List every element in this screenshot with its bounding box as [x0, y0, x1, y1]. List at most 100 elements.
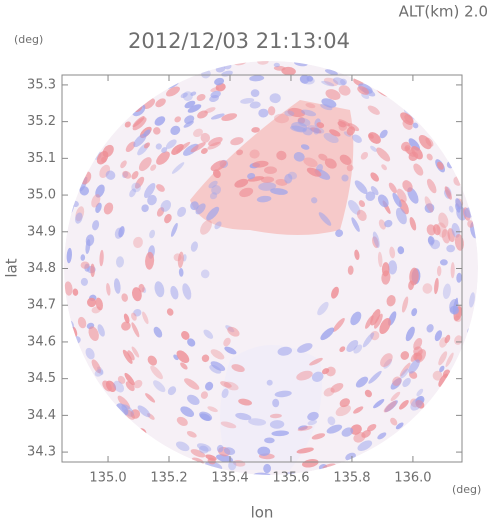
- echo-patch: [113, 278, 121, 294]
- echo-patch: [381, 164, 387, 171]
- echo-patch: [117, 375, 126, 384]
- echo-patch: [105, 170, 116, 180]
- echo-patch: [372, 231, 380, 248]
- echo-patch: [368, 132, 381, 144]
- echo-patch: [131, 182, 141, 193]
- echo-patch: [92, 220, 100, 231]
- x-tick-label: 135.2: [150, 471, 187, 486]
- echo-patch: [187, 394, 200, 406]
- echo-patch: [456, 272, 462, 283]
- echo-patch: [190, 142, 206, 153]
- echo-patch: [276, 150, 287, 161]
- echo-patch: [190, 201, 199, 211]
- echo-patch: [306, 167, 322, 177]
- echo-patch: [210, 90, 221, 99]
- echo-patch: [316, 122, 325, 129]
- echo-patch: [228, 460, 237, 471]
- echo-patch: [434, 330, 443, 342]
- radar-disc: [64, 61, 478, 475]
- echo-patch: [200, 391, 208, 399]
- echo-patch: [132, 117, 147, 131]
- echo-patch: [284, 173, 293, 184]
- echo-patch: [184, 378, 200, 390]
- echo-patch: [95, 297, 103, 311]
- echo-patch: [257, 446, 271, 457]
- echo-patch: [230, 137, 244, 146]
- chart-title: 2012/12/03 21:13:04: [128, 29, 350, 53]
- x-tick-label: 135.8: [333, 471, 370, 486]
- echo-patch: [368, 370, 382, 384]
- echo-patch: [350, 424, 362, 435]
- echo-patch: [427, 236, 435, 245]
- echo-patch: [378, 219, 386, 230]
- echo-patch: [272, 398, 280, 408]
- echo-patch: [297, 343, 313, 353]
- echo-patch: [231, 364, 245, 373]
- echo-patch: [311, 371, 324, 382]
- echo-patch: [451, 222, 461, 238]
- echo-patch: [72, 288, 79, 296]
- echo-patch: [195, 203, 206, 215]
- echo-patch: [106, 282, 111, 296]
- echo-patch: [432, 370, 443, 381]
- echo-patch: [94, 369, 104, 377]
- echo-patch: [348, 199, 361, 215]
- echo-patch: [234, 178, 249, 188]
- echo-patch: [210, 361, 226, 371]
- echo-patch: [176, 416, 188, 426]
- echo-patch: [332, 317, 345, 332]
- echo-patch: [135, 176, 145, 189]
- echo-patch: [184, 115, 195, 124]
- echo-patch: [166, 308, 174, 316]
- echo-patch: [150, 164, 157, 171]
- echo-patch: [326, 424, 343, 434]
- echo-patch: [370, 330, 380, 341]
- echo-patch: [186, 430, 197, 438]
- echo-patch: [379, 129, 388, 139]
- echo-patch: [377, 432, 387, 440]
- echo-patch: [438, 373, 449, 387]
- echo-patch: [187, 104, 202, 113]
- echo-patch: [161, 147, 168, 153]
- echo-patch: [277, 346, 293, 356]
- echo-patch: [346, 340, 359, 352]
- echo-patch: [224, 346, 237, 355]
- y-unit-label: (deg): [14, 33, 43, 46]
- echo-patch: [127, 350, 135, 361]
- echo-patch: [377, 251, 383, 268]
- echo-patch: [85, 239, 91, 255]
- echo-patch: [426, 153, 433, 161]
- echo-patch: [210, 349, 225, 360]
- echo-patch: [454, 335, 463, 345]
- echo-patch: [156, 151, 170, 165]
- echo-patch: [467, 220, 474, 228]
- echo-patch: [305, 103, 316, 109]
- echo-patch: [353, 406, 364, 414]
- echo-patch: [180, 362, 188, 370]
- echo-patch: [399, 362, 411, 377]
- radar-field: [64, 61, 478, 475]
- echo-patch: [412, 122, 419, 129]
- echo-patch: [436, 161, 444, 170]
- echo-patch: [301, 109, 317, 117]
- echo-patch: [147, 355, 157, 366]
- echo-patch: [355, 376, 369, 388]
- echo-patch: [166, 86, 180, 97]
- echo-patch: [209, 192, 218, 200]
- echo-patch: [401, 296, 409, 313]
- echo-patch: [209, 364, 222, 374]
- echo-patch: [439, 337, 448, 348]
- echo-patch: [95, 202, 102, 213]
- y-tick-label: 34.5: [27, 371, 56, 386]
- echo-patch: [434, 277, 439, 295]
- echo-patch: [428, 236, 434, 247]
- echo-patch: [131, 171, 139, 180]
- echo-patch: [297, 425, 313, 432]
- echo-patch: [320, 103, 333, 111]
- echo-patch: [388, 182, 397, 194]
- echo-patch: [200, 269, 210, 279]
- echo-patch: [374, 313, 383, 329]
- echo-patch: [321, 80, 335, 87]
- echo-patch: [293, 152, 305, 162]
- echo-patch: [156, 184, 165, 192]
